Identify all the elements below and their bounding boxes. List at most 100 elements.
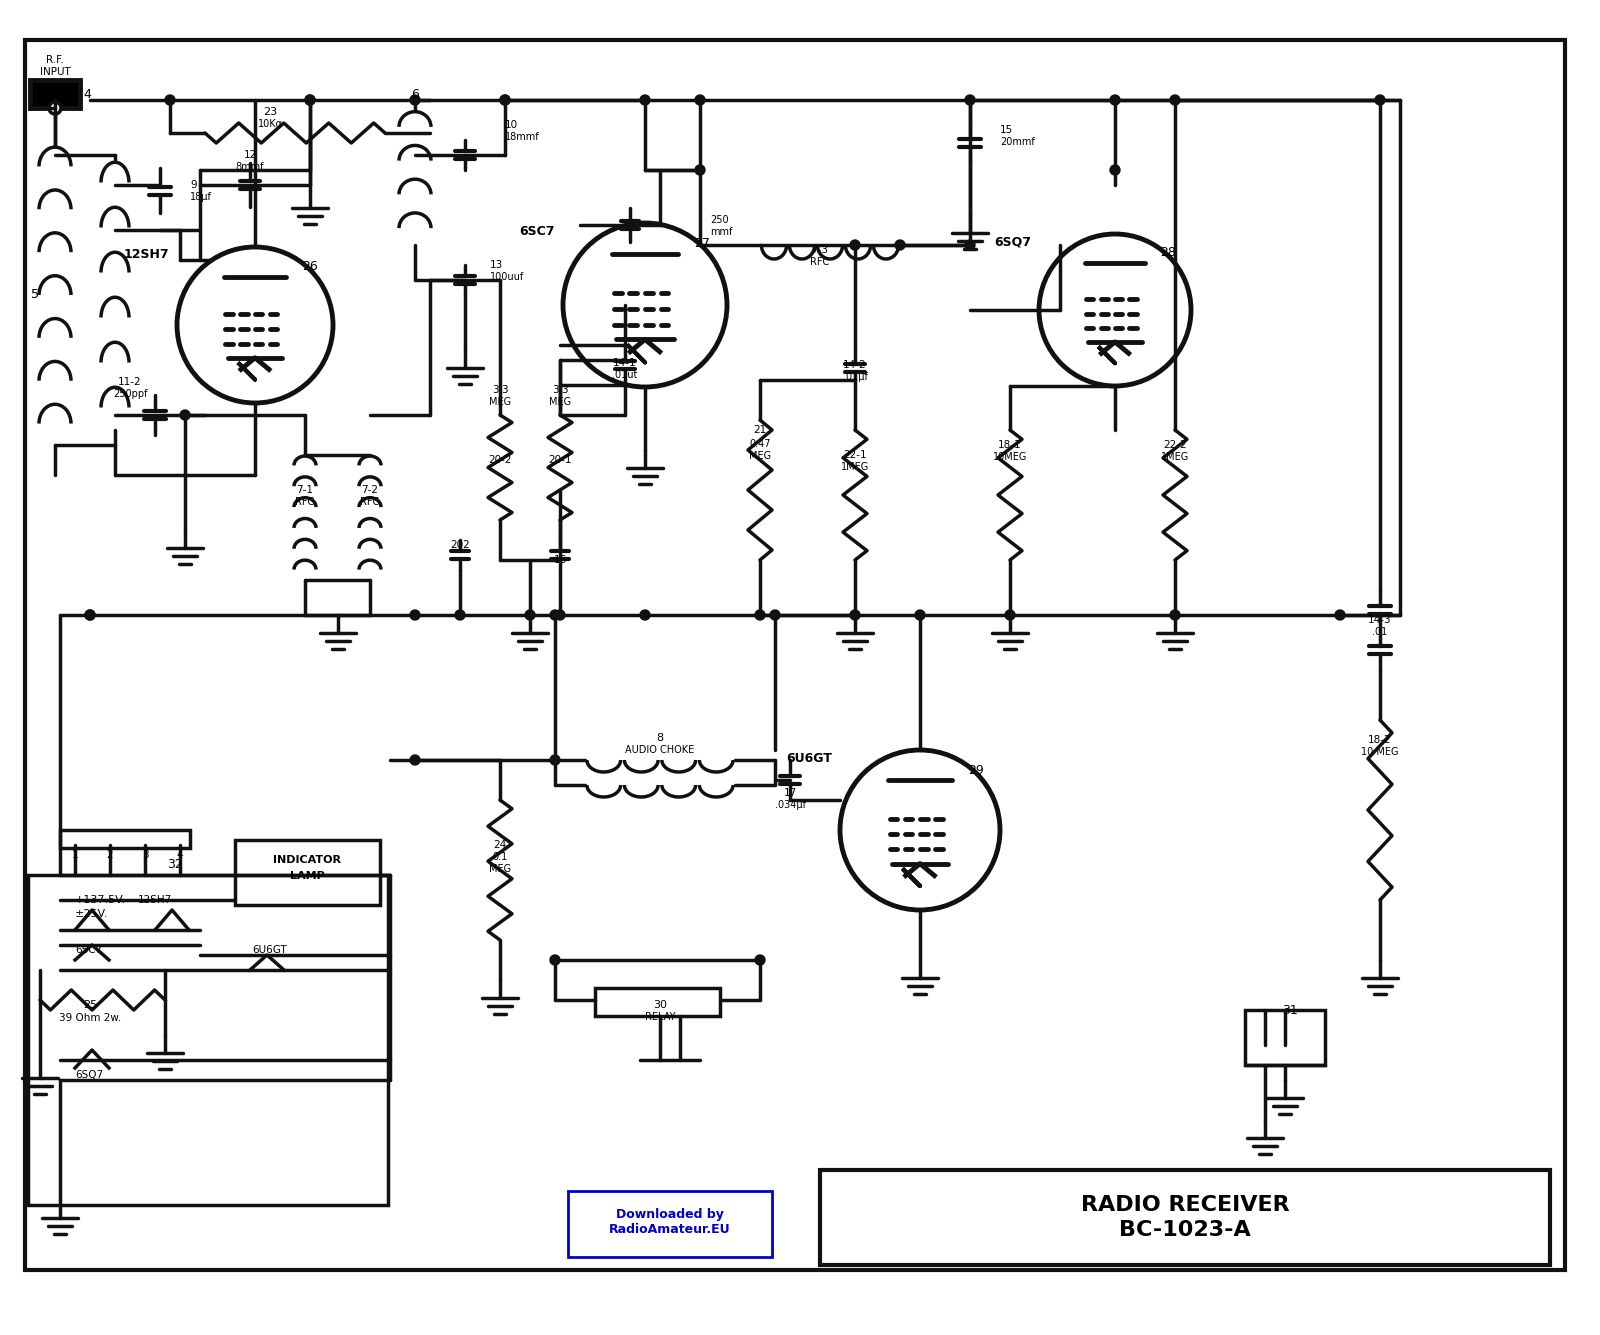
Circle shape <box>965 95 974 105</box>
Text: 10 MEG: 10 MEG <box>1362 748 1398 757</box>
Circle shape <box>550 610 560 619</box>
Text: 5: 5 <box>30 288 38 302</box>
Text: 32: 32 <box>166 858 182 872</box>
Text: 20mmf: 20mmf <box>1000 138 1035 147</box>
Text: .034μf: .034μf <box>774 800 805 810</box>
Circle shape <box>770 610 781 619</box>
Text: 8: 8 <box>656 733 664 744</box>
Circle shape <box>563 223 726 387</box>
Circle shape <box>850 240 861 250</box>
Text: 12SH7: 12SH7 <box>123 248 170 262</box>
Circle shape <box>1110 166 1120 175</box>
Text: RADIO RECEIVER: RADIO RECEIVER <box>1080 1195 1290 1215</box>
Text: 1MEG: 1MEG <box>1162 453 1189 462</box>
Bar <box>235 840 381 905</box>
Bar <box>30 80 80 108</box>
Circle shape <box>165 95 174 105</box>
Circle shape <box>1334 610 1346 619</box>
Text: 18μf: 18μf <box>190 192 211 202</box>
Text: MEG: MEG <box>549 396 571 407</box>
Bar <box>61 830 190 848</box>
Text: 6SC7: 6SC7 <box>75 945 102 955</box>
Text: 100uuf: 100uuf <box>490 272 525 282</box>
Circle shape <box>755 610 765 619</box>
Text: 17: 17 <box>784 788 797 798</box>
Text: 18-1: 18-1 <box>998 441 1022 450</box>
Circle shape <box>499 95 510 105</box>
Text: 202: 202 <box>450 539 470 550</box>
Text: 11-2: 11-2 <box>118 376 142 387</box>
Text: 18mmf: 18mmf <box>506 132 539 142</box>
Text: 20-1: 20-1 <box>549 455 571 465</box>
Text: 22-2: 22-2 <box>1163 441 1187 450</box>
Text: RFC: RFC <box>810 258 830 267</box>
Circle shape <box>178 247 333 403</box>
Text: 15: 15 <box>1000 125 1013 135</box>
Text: RELAY: RELAY <box>645 1012 675 1023</box>
Text: 26: 26 <box>302 260 317 272</box>
Text: 6U6GT: 6U6GT <box>253 945 288 955</box>
Text: 250ppf: 250ppf <box>112 388 147 399</box>
Text: RFC: RFC <box>360 497 379 507</box>
FancyBboxPatch shape <box>568 1191 771 1258</box>
Text: 10Kα: 10Kα <box>258 119 283 129</box>
Text: 4: 4 <box>176 850 184 860</box>
Text: 0.47: 0.47 <box>749 439 771 449</box>
Text: 30: 30 <box>653 1000 667 1011</box>
Text: 250: 250 <box>710 215 728 226</box>
Circle shape <box>965 240 974 250</box>
Text: 23: 23 <box>262 107 277 117</box>
Text: 14-3: 14-3 <box>1368 615 1392 625</box>
Circle shape <box>1038 234 1190 386</box>
Text: 24: 24 <box>493 840 507 850</box>
Circle shape <box>1374 95 1386 105</box>
Text: 10MEG: 10MEG <box>994 453 1027 462</box>
Text: 0.1: 0.1 <box>493 852 507 862</box>
Text: 3.3: 3.3 <box>552 384 568 395</box>
Circle shape <box>694 166 706 175</box>
Text: 20-2: 20-2 <box>488 455 512 465</box>
Text: +137.5V.: +137.5V. <box>75 894 126 905</box>
Text: .01: .01 <box>1373 627 1387 637</box>
Circle shape <box>85 610 94 619</box>
Text: 3: 3 <box>142 850 149 860</box>
Text: 3.3: 3.3 <box>491 384 509 395</box>
Circle shape <box>840 750 1000 910</box>
Text: 27: 27 <box>694 238 710 250</box>
Circle shape <box>454 610 466 619</box>
Text: MEG: MEG <box>490 396 510 407</box>
Circle shape <box>850 610 861 619</box>
Circle shape <box>1005 610 1014 619</box>
Circle shape <box>50 101 61 113</box>
Circle shape <box>755 955 765 965</box>
Circle shape <box>1110 95 1120 105</box>
Text: 6SQ7: 6SQ7 <box>75 1069 102 1080</box>
Bar <box>29 874 387 1206</box>
Text: 8mmf: 8mmf <box>235 162 264 172</box>
Text: 10: 10 <box>506 120 518 129</box>
Circle shape <box>640 610 650 619</box>
Circle shape <box>85 610 94 619</box>
Text: 13: 13 <box>490 260 504 270</box>
Text: 12: 12 <box>243 150 256 160</box>
Text: 16: 16 <box>554 555 566 565</box>
Text: 4: 4 <box>83 88 91 100</box>
Text: AUDIO CHOKE: AUDIO CHOKE <box>626 745 694 756</box>
Text: R.F.: R.F. <box>46 55 64 65</box>
Bar <box>819 1169 1550 1266</box>
Circle shape <box>499 95 510 105</box>
Text: 9: 9 <box>190 180 197 190</box>
Bar <box>595 988 720 1016</box>
Text: 31: 31 <box>1282 1004 1298 1016</box>
Text: ±25V.: ±25V. <box>75 909 109 918</box>
Circle shape <box>694 95 706 105</box>
Text: 29: 29 <box>968 764 984 777</box>
Text: .01μf: .01μf <box>843 372 867 382</box>
Text: 2: 2 <box>107 850 114 860</box>
Text: MEG: MEG <box>749 451 771 461</box>
Circle shape <box>555 610 565 619</box>
Text: mmf: mmf <box>710 227 733 238</box>
Text: 12SH7: 12SH7 <box>138 894 173 905</box>
Circle shape <box>410 756 419 765</box>
Circle shape <box>1170 95 1181 105</box>
